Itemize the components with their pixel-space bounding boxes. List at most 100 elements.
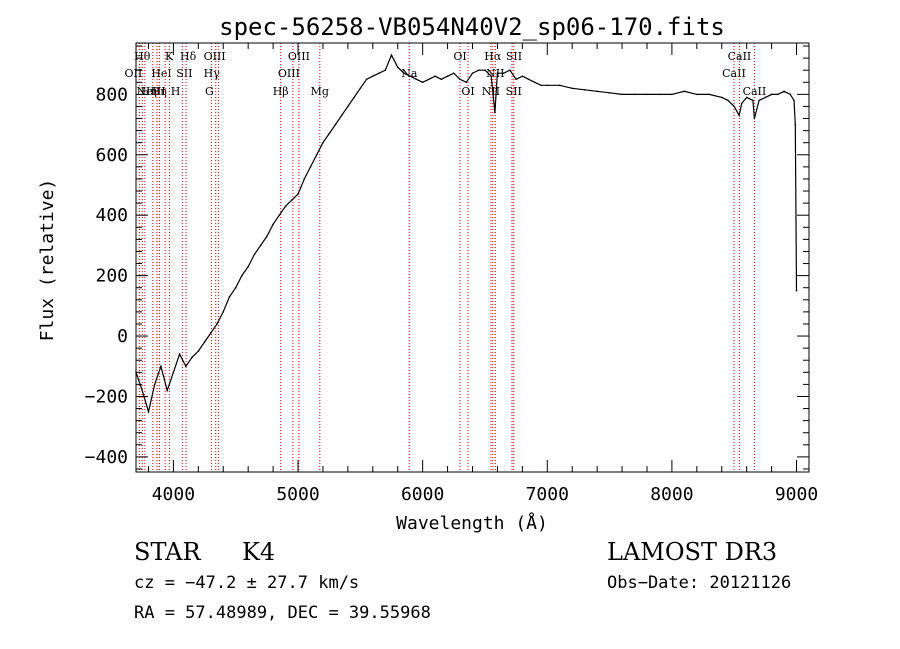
spectrum-point xyxy=(583,89,586,91)
spectrum-point xyxy=(793,99,795,102)
spectrum-point xyxy=(153,383,156,386)
line-label: SII xyxy=(176,67,192,80)
spectrum-point xyxy=(720,96,723,99)
spectrum-point xyxy=(290,199,293,201)
line-label: OII xyxy=(125,67,143,80)
observation-date: Obs−Date: 20121126 xyxy=(607,573,792,593)
spectrum-point xyxy=(222,311,225,313)
line-label: Hδ xyxy=(180,50,197,63)
spectrum-point xyxy=(745,96,748,99)
spectrum-point xyxy=(621,93,623,96)
spectrum-point xyxy=(671,93,673,96)
spectrum-point xyxy=(185,365,187,368)
spectrum-point xyxy=(740,102,743,105)
spectrum-point xyxy=(334,123,337,126)
x-tick-label: 9000 xyxy=(775,484,818,505)
line-label: Hγ xyxy=(204,67,221,80)
spectrum-point xyxy=(752,99,754,102)
line-label: H xyxy=(171,85,181,98)
spectrum-point xyxy=(315,153,318,156)
spectrum-point xyxy=(197,350,200,352)
line-label: OI xyxy=(461,85,474,98)
spectrum-point xyxy=(228,295,231,298)
spectrum-point xyxy=(646,93,648,96)
spectrum-point xyxy=(633,93,636,96)
y-tick-label: 400 xyxy=(95,205,128,226)
spectrum-point xyxy=(770,93,773,96)
spectrum-point xyxy=(216,323,218,325)
chart-title: spec-56258-VB054N40V2_sp06-170.fits xyxy=(219,13,725,41)
spectrum-point xyxy=(241,274,243,277)
object-type: STAR xyxy=(134,538,201,566)
spectrum-point xyxy=(303,178,306,180)
line-markers: OIIHθHηHηNeIIIHeIKHSIIHδGHγOIIIHβOIIIOII… xyxy=(125,43,767,472)
spectrum-point xyxy=(147,410,150,413)
spectrum-point xyxy=(502,72,505,75)
spectrum-point xyxy=(733,105,736,108)
y-tick-label: 800 xyxy=(95,84,128,105)
plot-area xyxy=(135,53,798,414)
x-axis-label: Wavelength (Å) xyxy=(396,512,548,534)
spectrum-point xyxy=(434,75,436,78)
line-label: Mg xyxy=(311,85,329,98)
spectrum-point xyxy=(347,105,349,108)
spectrum-point xyxy=(546,84,549,87)
spectrum-point xyxy=(789,93,792,96)
spectrum-point xyxy=(396,66,399,68)
line-label: NeIII xyxy=(136,85,165,98)
spectrum-point xyxy=(696,93,698,96)
line-label: OI xyxy=(453,50,466,63)
spectrum-point xyxy=(753,117,756,120)
x-tick-label: 6000 xyxy=(401,484,444,505)
spectrum-point xyxy=(365,78,368,81)
spectrum-point xyxy=(234,286,237,289)
line-label: NII xyxy=(482,85,500,98)
x-tick-label: 7000 xyxy=(526,484,569,505)
spectrum-point xyxy=(459,78,461,81)
spectrum-point xyxy=(209,332,212,334)
spectrum-point xyxy=(527,78,530,81)
line-label: CaII xyxy=(743,85,767,98)
line-label: OIII xyxy=(204,50,226,63)
spectrum-point xyxy=(309,166,312,168)
spectrum-point xyxy=(409,75,411,78)
line-label: K xyxy=(165,50,174,63)
spectrum-point xyxy=(191,356,193,358)
subclass: K4 xyxy=(242,538,276,566)
spectrum-point xyxy=(403,72,405,75)
spectrum-point xyxy=(727,99,729,102)
redshift-value: cz = −47.2 ± 27.7 km/s xyxy=(134,573,360,593)
spectrum-point xyxy=(371,75,374,78)
line-label: Hβ xyxy=(273,85,289,98)
spectrum-point xyxy=(683,90,686,93)
line-label: Na xyxy=(401,67,418,80)
spectrum-point xyxy=(141,389,144,392)
spectrum-point xyxy=(259,244,262,247)
spectrum-point xyxy=(384,69,387,71)
y-tick-label: 600 xyxy=(95,145,128,166)
y-axis-label: Flux (relative) xyxy=(37,179,58,342)
spectrum-point xyxy=(166,389,168,392)
spectrum-point xyxy=(758,99,760,102)
x-tick-label: 4000 xyxy=(152,484,195,505)
spectrum-point xyxy=(421,81,424,84)
line-label: Hα xyxy=(484,50,502,63)
line-label: SII xyxy=(506,85,522,98)
spectrum-point xyxy=(795,289,798,292)
spectrum-point xyxy=(247,265,249,268)
spectrum-point xyxy=(453,72,455,75)
line-label: SII xyxy=(506,50,522,63)
y-tick-label: −400 xyxy=(85,447,128,468)
x-tick-label: 8000 xyxy=(650,484,693,505)
spectrum-point xyxy=(608,92,611,94)
spectrum-point xyxy=(172,371,175,374)
spectrum-point xyxy=(471,72,474,75)
spectrum-point xyxy=(764,96,767,99)
spectrum-point xyxy=(794,123,797,126)
spectrum-point xyxy=(322,141,324,144)
spectrum-point xyxy=(266,235,268,238)
spectrum-point xyxy=(359,87,362,90)
spectrum-point xyxy=(297,193,299,195)
spectrum-point xyxy=(708,93,711,96)
